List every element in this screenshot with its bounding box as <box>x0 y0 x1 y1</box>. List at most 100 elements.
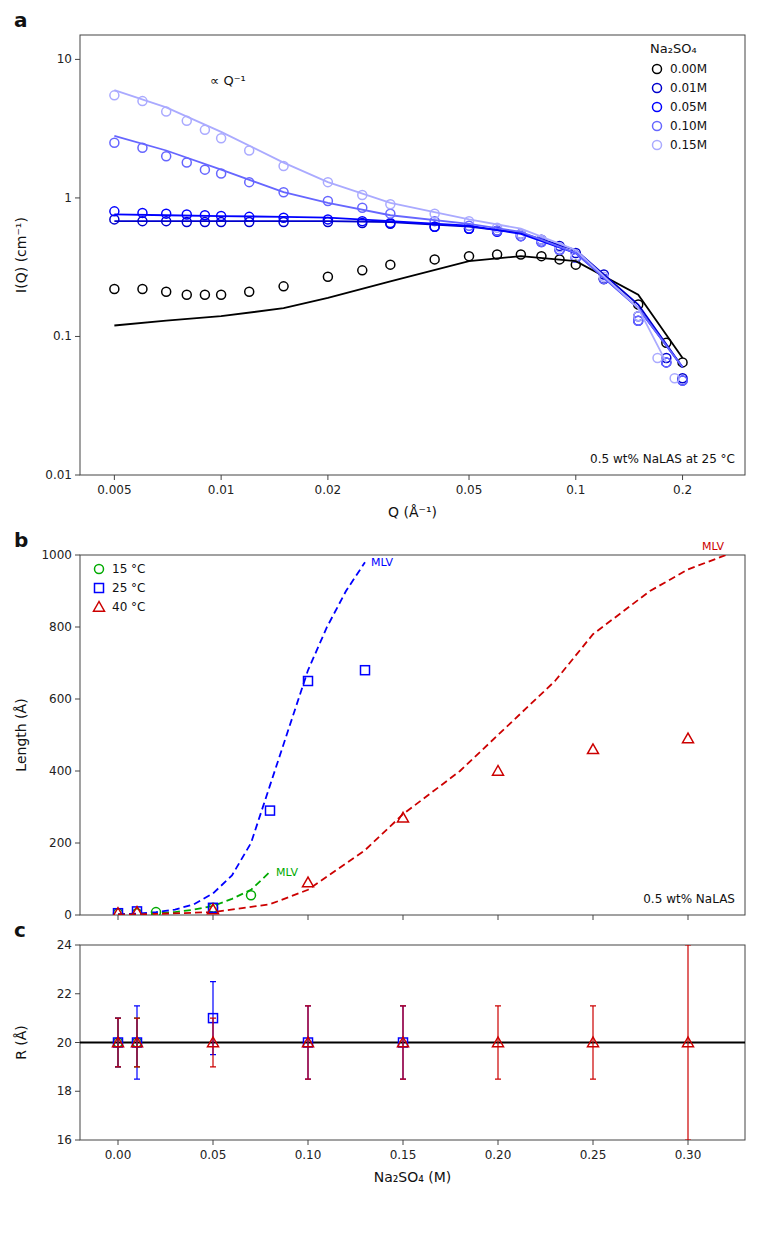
data-point <box>152 908 161 915</box>
x-tick <box>688 1140 689 1145</box>
x-tick <box>118 915 119 920</box>
data-point <box>537 252 546 261</box>
series-line <box>114 214 682 367</box>
data-point <box>110 91 119 100</box>
error-bar <box>115 1018 121 1067</box>
y-tick <box>75 555 80 556</box>
x-axis-label: Q (Å⁻¹) <box>388 504 437 520</box>
y-tick-label: 400 <box>49 764 72 778</box>
x-tick <box>593 1140 594 1145</box>
data-point <box>266 806 275 815</box>
data-point <box>358 266 367 275</box>
data-point <box>662 358 671 367</box>
annotation: MLV <box>276 866 298 879</box>
x-tick <box>469 475 470 480</box>
data-point <box>493 1037 504 1047</box>
data-point <box>110 138 119 147</box>
legend-label: 40 °C <box>112 600 145 614</box>
y-tick-label: 16 <box>57 1133 72 1147</box>
data-point <box>279 282 288 291</box>
data-point <box>114 909 123 915</box>
error-bar <box>495 1006 501 1079</box>
data-point <box>217 290 226 299</box>
x-axis-label: Na₂SO₄ (M) <box>374 1169 452 1185</box>
data-point <box>182 290 191 299</box>
y-tick <box>75 699 80 700</box>
plot-frame <box>80 555 745 915</box>
y-tick <box>75 915 80 916</box>
x-tick <box>682 475 683 480</box>
error-bar <box>305 1006 311 1079</box>
panel-title: c <box>14 918 26 942</box>
x-tick-label: 0.00 <box>105 1148 132 1162</box>
error-bar <box>400 1006 406 1079</box>
legend-marker <box>653 65 662 74</box>
data-point <box>430 255 439 264</box>
x-tick <box>213 1140 214 1145</box>
data-point <box>386 209 395 218</box>
legend-marker <box>95 584 104 593</box>
x-tick <box>114 475 115 480</box>
data-point <box>110 285 119 294</box>
panel-title: b <box>14 528 28 552</box>
data-point <box>208 904 219 914</box>
x-tick-label: 0.05 <box>200 1148 227 1162</box>
y-tick <box>75 771 80 772</box>
legend-marker <box>653 84 662 93</box>
y-tick-label: 600 <box>49 692 72 706</box>
y-tick <box>75 197 80 198</box>
data-point <box>182 210 191 219</box>
series-line <box>80 1042 745 1044</box>
x-tick-label: 0.01 <box>208 483 235 497</box>
y-tick-label: 0 <box>64 908 72 922</box>
y-tick-label: 200 <box>49 836 72 850</box>
x-tick <box>221 475 222 480</box>
x-tick-label: 0.25 <box>580 1148 607 1162</box>
legend-marker <box>653 103 662 112</box>
error-bar <box>134 1006 140 1079</box>
panel-title: a <box>14 8 28 32</box>
series-line <box>118 562 365 914</box>
y-tick-label: 18 <box>57 1084 72 1098</box>
legend-marker <box>653 141 662 150</box>
data-point <box>653 353 662 362</box>
y-tick-label: 800 <box>49 620 72 634</box>
panel: 0.000.050.100.150.200.250.301618202224Na… <box>13 918 745 1185</box>
data-point <box>113 908 124 915</box>
annotation: MLV <box>702 540 724 553</box>
y-tick-label: 10 <box>57 52 72 66</box>
x-tick-label: 0.02 <box>315 483 342 497</box>
y-tick-label: 22 <box>57 987 72 1001</box>
y-tick-label: 24 <box>57 938 72 952</box>
data-point <box>132 907 143 915</box>
legend-title: Na₂SO₄ <box>650 41 697 56</box>
data-point <box>138 208 147 217</box>
y-tick <box>75 843 80 844</box>
legend: 15 °C25 °C40 °C <box>94 562 146 614</box>
series-line <box>118 555 726 915</box>
x-tick <box>327 475 328 480</box>
error-bar <box>115 1018 121 1067</box>
error-bar <box>590 1006 596 1079</box>
y-tick <box>75 993 80 994</box>
plot-frame <box>80 35 745 475</box>
data-point <box>162 152 171 161</box>
x-tick <box>593 915 594 920</box>
y-axis-label: I(Q) (cm⁻¹) <box>13 217 29 293</box>
data-area <box>80 945 745 1140</box>
data-point <box>303 1037 314 1047</box>
error-bar <box>134 1018 140 1067</box>
legend-label: 0.01M <box>670 81 707 95</box>
data-point <box>113 1037 124 1047</box>
annotation: 0.5 wt% NaLAS <box>643 892 735 906</box>
x-tick <box>498 915 499 920</box>
x-tick-label: 0.05 <box>456 483 483 497</box>
y-tick-label: 20 <box>57 1036 72 1050</box>
y-tick <box>75 1042 80 1043</box>
data-point <box>162 209 171 218</box>
panel: 02004006008001000Length (Å)b15 °C25 °C40… <box>13 528 745 922</box>
error-bar <box>210 1018 216 1067</box>
data-area <box>113 555 727 915</box>
y-tick <box>75 475 80 476</box>
x-tick-label: 0.005 <box>97 483 131 497</box>
